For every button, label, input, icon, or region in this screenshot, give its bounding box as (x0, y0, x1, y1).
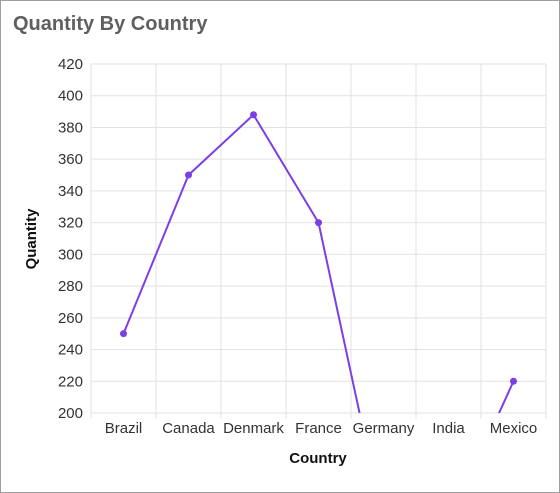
y-tick-label: 200 (58, 405, 83, 422)
data-point-mexico[interactable] (510, 377, 517, 385)
x-tick-label: Mexico (490, 420, 538, 437)
y-tick-label: 260 (58, 310, 83, 327)
data-point-denmark[interactable] (250, 111, 257, 119)
y-tick-label: 220 (58, 373, 83, 390)
x-tick-label: India (432, 420, 465, 437)
x-axis-ticks: Brazil Canada Denmark France Germany India Mex… (105, 420, 538, 437)
x-tick-label: France (295, 420, 342, 437)
x-tick-label: Denmark (223, 420, 284, 437)
data-point-france[interactable] (315, 219, 322, 227)
x-tick-label: Brazil (105, 420, 143, 437)
y-tick-label: 280 (58, 278, 83, 295)
x-tick-label: Canada (162, 420, 215, 437)
y-tick-label: 380 (58, 119, 83, 136)
series-layer (120, 111, 517, 413)
data-point-canada[interactable] (185, 171, 192, 179)
y-tick-label: 420 (58, 56, 83, 73)
y-tick-label: 400 (58, 88, 83, 105)
data-point-brazil[interactable] (120, 330, 127, 338)
chart-title: Quantity By Country (13, 13, 208, 35)
y-tick-label: 360 (58, 151, 83, 168)
y-tick-label: 340 (58, 183, 83, 200)
y-axis-title: Quantity (23, 208, 40, 269)
y-tick-label: 240 (58, 342, 83, 359)
y-axis-ticks: 200 220 240 260 280 300 320 340 360 380 400 420 (58, 56, 83, 422)
x-tick-label: Germany (353, 420, 415, 437)
x-axis-title: Country (289, 450, 347, 467)
y-tick-label: 320 (58, 215, 83, 232)
y-tick-label: 300 (58, 246, 83, 263)
grid-lines (90, 63, 547, 419)
